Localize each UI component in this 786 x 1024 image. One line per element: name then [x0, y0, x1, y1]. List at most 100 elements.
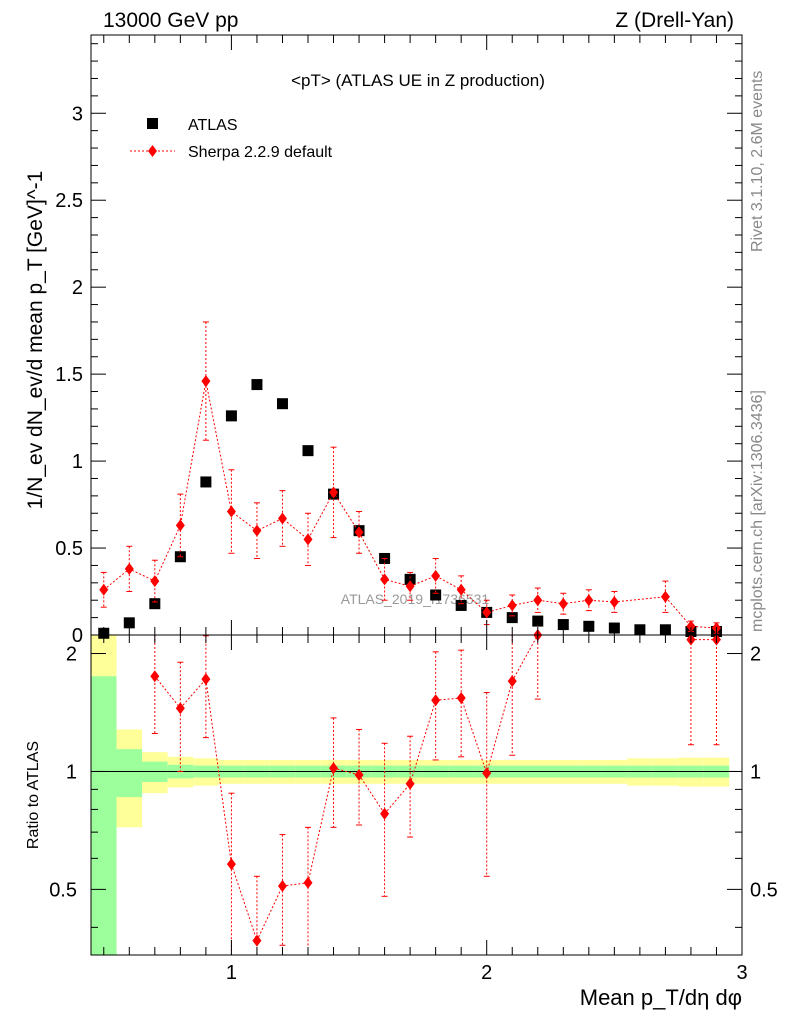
- y-axis-title: 1/N_ev dN_ev/d mean p_T [GeV]^-1: [24, 171, 47, 510]
- y-tick-label: 2: [72, 277, 83, 299]
- sherpa-data-point: [405, 580, 415, 593]
- ratio-data-point: [482, 767, 492, 780]
- sherpa-data-point: [507, 599, 517, 612]
- sherpa-data-point: [660, 590, 670, 603]
- ratio-data-point: [175, 702, 185, 715]
- ratio-y-tick-label: 0.5: [49, 879, 77, 901]
- ratio-line-segment: [230, 863, 258, 941]
- sherpa-data-point: [201, 375, 211, 388]
- analysis-watermark: ATLAS_2019_I1736531: [341, 591, 490, 607]
- atlas-data-point: [430, 589, 442, 601]
- sherpa-data-point: [609, 595, 619, 608]
- ratio-data-point: [456, 691, 466, 704]
- ratio-y-tick-label-right: 1: [750, 761, 761, 783]
- atlas-data-point: [200, 476, 212, 488]
- ratio-data-point: [303, 876, 313, 889]
- sherpa-data-point: [124, 562, 134, 575]
- ratio-data-point: [150, 670, 160, 683]
- sherpa-data-point: [380, 573, 390, 586]
- atlas-data-point: [532, 615, 544, 627]
- sherpa-data-point: [150, 575, 160, 588]
- x-tick-label: 2: [481, 962, 492, 984]
- ratio-data-point: [354, 768, 364, 781]
- ratio-line-segment: [307, 767, 335, 883]
- atlas-data-point: [455, 599, 467, 611]
- ratio-line-segment: [384, 783, 411, 815]
- ratio-line-segment: [154, 675, 181, 709]
- ratio-data-point: [380, 807, 390, 820]
- sherpa-data-point: [431, 569, 441, 582]
- atlas-data-point: [149, 598, 161, 610]
- ratio-data-point: [226, 858, 236, 871]
- mcplots-label: mcplots.cern.ch [arXiv:1306.3436]: [749, 390, 766, 632]
- x-tick-label: 1: [226, 962, 237, 984]
- legend-atlas-label: ATLAS: [188, 117, 238, 134]
- atlas-data-point: [506, 612, 518, 624]
- ratio-y-axis-title: Ratio to ATLAS: [25, 741, 42, 849]
- y-tick-label: 0.5: [55, 538, 83, 560]
- rivet-version-label: Rivet 3.1.10, 2.6M events: [749, 71, 766, 252]
- ratio-data-point: [405, 777, 415, 790]
- ratio-data-point: [329, 762, 339, 775]
- ratio-line-segment: [460, 697, 488, 774]
- ratio-line-segment: [333, 767, 360, 776]
- sherpa-data-point: [252, 524, 262, 537]
- plot-title: <pT> (ATLAS UE in Z production): [291, 71, 545, 90]
- process-label: Z (Drell-Yan): [615, 9, 734, 32]
- atlas-data-point: [225, 410, 237, 422]
- energy-label: 13000 GeV pp: [103, 9, 238, 32]
- y-tick-label: 1.5: [55, 364, 83, 386]
- ratio-y-tick-label-right: 0.5: [750, 879, 778, 901]
- atlas-data-point: [276, 398, 288, 410]
- ratio-band-inner: [91, 676, 117, 955]
- x-axis-title: Mean p_T/dη dφ: [580, 985, 742, 1010]
- legend: ATLAS Sherpa 2.2.9 default: [130, 117, 333, 161]
- sherpa-data-point: [303, 533, 313, 546]
- ratio-y-tick-label: 1: [66, 761, 77, 783]
- ratio-line-segment: [511, 634, 539, 682]
- ratio-data-point: [431, 694, 441, 707]
- sherpa-data-point: [329, 486, 339, 499]
- sherpa-data-point: [277, 512, 287, 525]
- ratio-line-segment: [256, 885, 283, 941]
- legend-sherpa-label: Sherpa 2.2.9 default: [188, 144, 333, 161]
- ratio-line-segment: [282, 882, 309, 887]
- sherpa-data-point: [175, 519, 185, 532]
- y-tick-label: 2.5: [55, 190, 83, 212]
- ratio-line-segment: [205, 679, 232, 865]
- x-tick-label: 3: [736, 962, 747, 984]
- ratio-data-point: [277, 880, 287, 893]
- ratio-line-segment: [435, 697, 462, 701]
- y-tick-label: 3: [72, 103, 83, 125]
- ratio-line-segment: [179, 678, 207, 709]
- sherpa-line: [103, 380, 717, 629]
- atlas-data-point: [404, 573, 416, 585]
- atlas-data-point: [302, 445, 314, 457]
- atlas-data-point: [557, 619, 569, 631]
- ratio-data-point: [201, 673, 211, 686]
- sherpa-data-point: [226, 505, 236, 518]
- atlas-data-point: [123, 617, 135, 629]
- ratio-plot-frame: [90, 634, 743, 956]
- ratio-band-inner: [116, 749, 143, 798]
- sherpa-data-point: [686, 620, 696, 633]
- sherpa-data-point: [533, 594, 543, 607]
- ratio-y-tick-label: 2: [66, 644, 77, 666]
- ratio-line-segment: [486, 681, 513, 774]
- sherpa-data-point: [99, 583, 109, 596]
- legend-sherpa-marker: [148, 145, 157, 157]
- sherpa-data-point: [354, 526, 364, 539]
- ratio-y-tick-label-right: 2: [750, 644, 761, 666]
- ratio-data-point: [252, 934, 262, 947]
- ratio-data-point: [507, 675, 517, 688]
- atlas-data-point: [583, 620, 595, 632]
- sherpa-data-point: [584, 594, 594, 607]
- y-tick-label: 1: [72, 451, 83, 473]
- legend-atlas-marker: [147, 118, 158, 129]
- y-tick-label: 0: [72, 625, 83, 647]
- atlas-data-point: [251, 379, 263, 391]
- sherpa-data-point: [456, 583, 466, 596]
- ratio-line-segment: [409, 700, 437, 784]
- sherpa-data-point: [558, 597, 568, 610]
